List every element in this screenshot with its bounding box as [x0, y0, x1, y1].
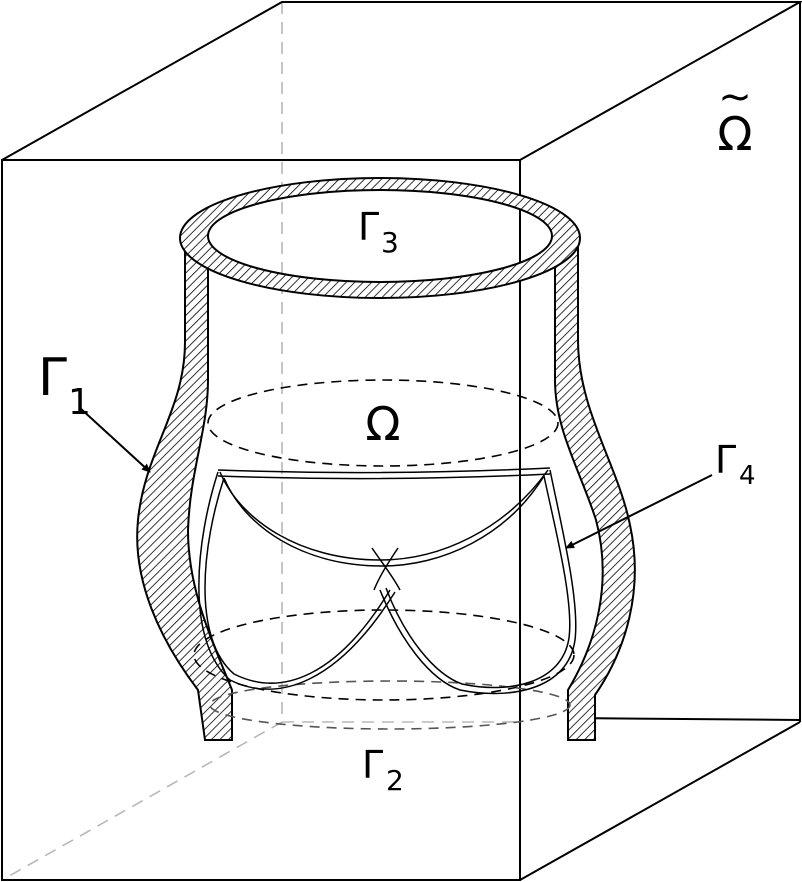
label-gamma2: Γ 2: [362, 743, 404, 797]
svg-text:~: ~: [718, 74, 752, 120]
svg-text:4: 4: [739, 461, 756, 491]
vessel-top-ring: [178, 177, 582, 299]
cross-sections: [193, 379, 575, 730]
valve-top-rim: [217, 467, 551, 474]
svg-text:Γ: Γ: [362, 743, 383, 787]
box-hidden-edges: [1, 2, 520, 881]
box-top-face: [1, 0, 802, 161]
valve-right-leaflet: [379, 469, 577, 695]
box-front-face: [1, 159, 521, 881]
svg-text:Γ: Γ: [358, 205, 379, 249]
leader-arrows: [79, 407, 713, 549]
vessel-left-wall: [136, 247, 233, 741]
valve-left-commissure: [219, 469, 549, 561]
svg-text:Γ: Γ: [715, 438, 736, 482]
box-back-diagonal-edge: [1, 721, 283, 881]
vessel-wall: [136, 177, 636, 741]
gamma1-arrow: [79, 407, 151, 473]
svg-text:1: 1: [68, 382, 91, 423]
svg-text:2: 2: [386, 764, 404, 797]
vessel-right-wall: [554, 247, 636, 741]
box-right-bottom-edge: [519, 721, 801, 881]
label-gamma3: Γ 3: [358, 205, 399, 259]
lower-cross-section: [193, 609, 575, 701]
svg-text:Ω: Ω: [365, 397, 400, 451]
gamma4-arrow: [565, 474, 713, 549]
valve-leaflets: [198, 467, 577, 695]
svg-text:Ω: Ω: [717, 107, 752, 161]
svg-text:3: 3: [381, 226, 399, 259]
label-gamma1: Γ 1: [38, 348, 91, 423]
label-inner-domain: Ω: [365, 397, 400, 451]
box-inner-bottom-line: [567, 717, 801, 721]
outlet-cross-section: [209, 680, 571, 730]
label-outer-domain: Ω ~: [717, 74, 752, 161]
svg-text:Γ: Γ: [38, 348, 67, 408]
upper-cross-section: [207, 379, 559, 467]
valve-left-leaflet: [198, 471, 396, 690]
label-gamma4: Γ 4: [715, 438, 756, 491]
